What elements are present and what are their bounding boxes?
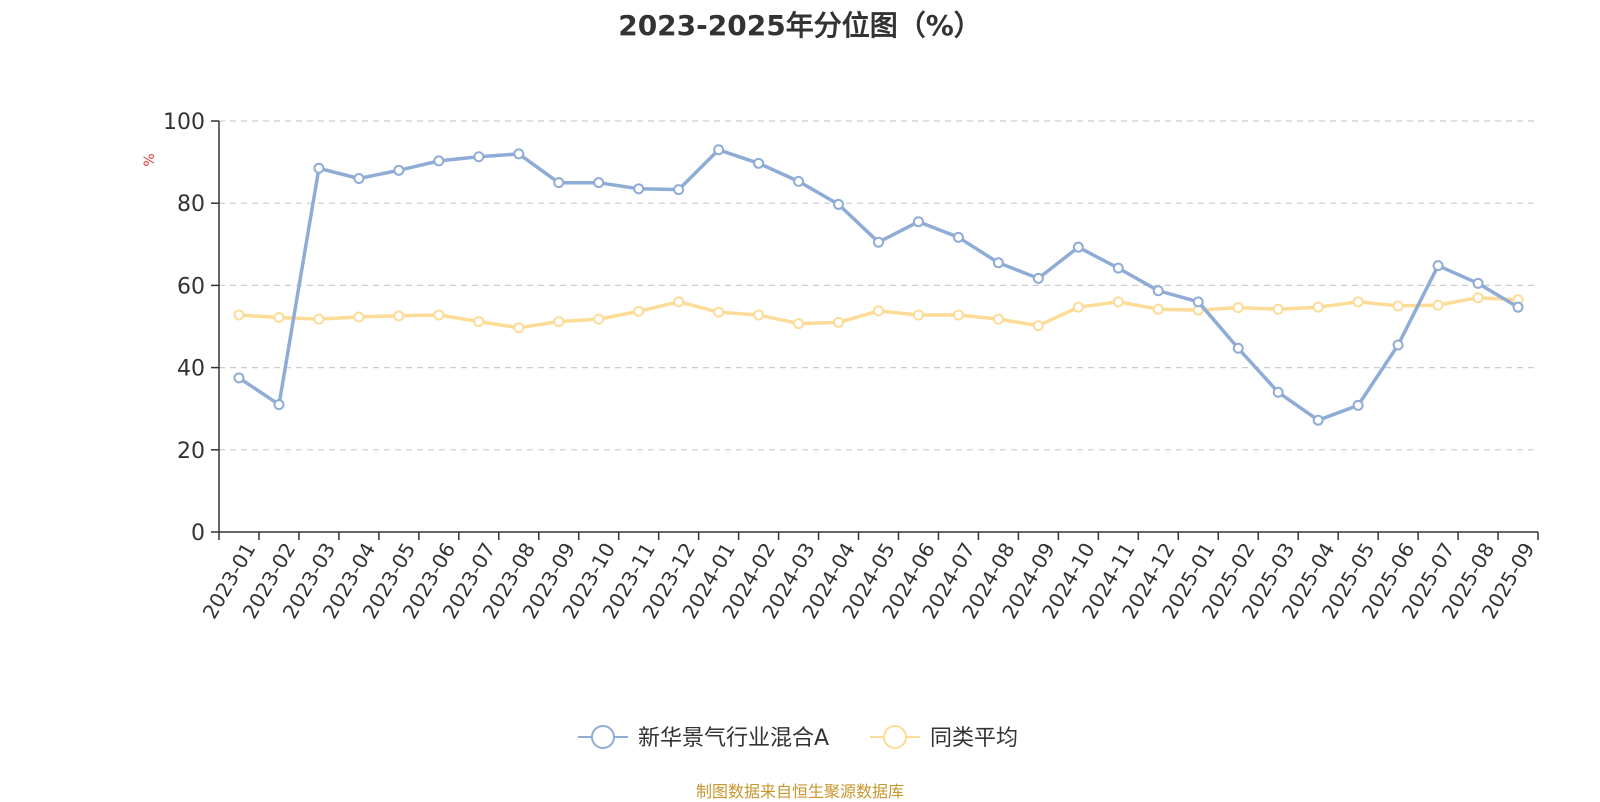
data-point[interactable]	[353, 173, 365, 185]
data-point[interactable]	[313, 162, 325, 174]
data-point[interactable]	[833, 198, 845, 210]
data-point[interactable]	[313, 313, 325, 325]
data-point[interactable]	[673, 184, 685, 196]
y-tick-label: 60	[177, 274, 205, 299]
data-point[interactable]	[1312, 301, 1324, 313]
data-point[interactable]	[1072, 301, 1084, 313]
y-tick-label: 100	[163, 110, 205, 135]
data-point[interactable]	[912, 216, 924, 228]
data-point[interactable]	[553, 316, 565, 328]
data-point[interactable]	[912, 309, 924, 321]
data-point[interactable]	[1072, 241, 1084, 253]
data-point[interactable]	[1272, 303, 1284, 315]
y-tick-label: 0	[191, 521, 205, 546]
data-point[interactable]	[1472, 277, 1484, 289]
data-point[interactable]	[1112, 296, 1124, 308]
data-point[interactable]	[393, 310, 405, 322]
data-point[interactable]	[473, 316, 485, 328]
series-2	[233, 292, 1524, 334]
data-point[interactable]	[473, 151, 485, 163]
data-point[interactable]	[873, 305, 884, 317]
data-point[interactable]	[273, 399, 285, 411]
data-point[interactable]	[1512, 301, 1524, 313]
data-point[interactable]	[753, 309, 765, 321]
data-point[interactable]	[1032, 272, 1044, 284]
data-point[interactable]	[593, 313, 605, 325]
data-point[interactable]	[1352, 296, 1364, 308]
data-point[interactable]	[233, 372, 245, 384]
data-point[interactable]	[1272, 386, 1284, 398]
legend-label: 同类平均	[930, 726, 1018, 751]
data-point[interactable]	[1032, 320, 1044, 332]
data-point[interactable]	[513, 148, 525, 160]
data-point[interactable]	[1192, 296, 1204, 308]
data-source-note: 制图数据来自恒生聚源数据库	[695, 782, 904, 801]
data-point[interactable]	[992, 257, 1004, 269]
data-point[interactable]	[1152, 303, 1164, 315]
data-point[interactable]	[952, 309, 964, 321]
data-point[interactable]	[793, 318, 805, 330]
data-point[interactable]	[393, 164, 405, 176]
data-point[interactable]	[1432, 299, 1444, 311]
data-point[interactable]	[433, 155, 445, 167]
data-point[interactable]	[833, 316, 845, 328]
legend-label: 新华景气行业混合A	[638, 726, 829, 751]
data-point[interactable]	[593, 177, 605, 189]
data-point[interactable]	[273, 311, 285, 323]
data-point[interactable]	[713, 144, 725, 156]
data-point[interactable]	[952, 231, 964, 243]
data-point[interactable]	[673, 296, 685, 308]
y-tick-label: 80	[177, 192, 205, 217]
legend-item-1[interactable]: 新华景气行业混合A	[578, 725, 829, 751]
data-point[interactable]	[1232, 302, 1244, 314]
y-tick-label: 40	[177, 357, 205, 382]
y-axis-label: %	[142, 153, 158, 166]
chart-title: 2023-2025年分位图（%）	[618, 9, 982, 42]
data-point[interactable]	[1392, 300, 1404, 312]
data-point[interactable]	[753, 157, 765, 169]
series-1	[233, 144, 1524, 426]
data-point[interactable]	[1392, 339, 1404, 351]
data-point[interactable]	[633, 305, 645, 317]
data-point[interactable]	[793, 175, 805, 187]
legend-marker	[591, 725, 615, 749]
data-point[interactable]	[1432, 260, 1444, 272]
data-point[interactable]	[1152, 285, 1164, 297]
data-point[interactable]	[873, 236, 884, 248]
data-point[interactable]	[713, 306, 725, 318]
data-point[interactable]	[1112, 262, 1124, 274]
data-point[interactable]	[992, 313, 1004, 325]
data-point[interactable]	[513, 322, 525, 334]
legend-marker	[883, 725, 907, 749]
data-point[interactable]	[553, 177, 565, 189]
data-point[interactable]	[233, 309, 245, 321]
data-point[interactable]	[433, 309, 445, 321]
data-point[interactable]	[1352, 399, 1364, 411]
y-tick-label: 20	[177, 439, 205, 464]
data-point[interactable]	[1312, 414, 1324, 426]
data-point[interactable]	[633, 183, 645, 195]
data-point[interactable]	[1232, 342, 1244, 354]
legend-item-2[interactable]: 同类平均	[870, 725, 1018, 751]
data-point[interactable]	[353, 311, 365, 323]
data-point[interactable]	[1472, 292, 1484, 304]
